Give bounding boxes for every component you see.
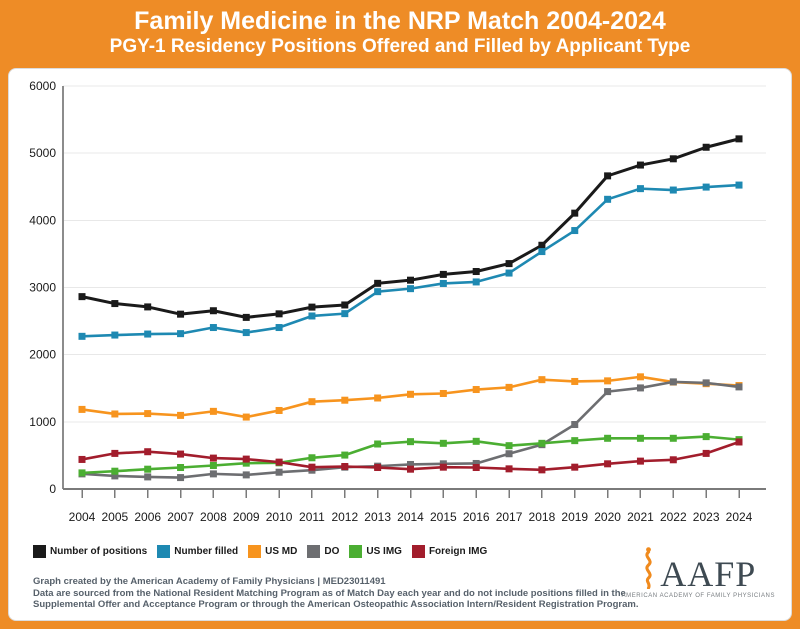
svg-text:2019: 2019 — [561, 510, 588, 524]
svg-text:2023: 2023 — [693, 510, 720, 524]
svg-text:2006: 2006 — [134, 510, 161, 524]
svg-text:2015: 2015 — [430, 510, 457, 524]
legend-label: US IMG — [366, 546, 402, 557]
svg-text:2010: 2010 — [266, 510, 293, 524]
svg-text:2014: 2014 — [397, 510, 424, 524]
svg-text:2005: 2005 — [101, 510, 128, 524]
caduceus-icon — [645, 547, 652, 589]
footer-source-line-1: Data are sourced from the National Resid… — [33, 587, 626, 599]
legend-label: US MD — [265, 546, 298, 557]
legend-label: Number filled — [174, 546, 239, 557]
svg-text:2009: 2009 — [233, 510, 260, 524]
legend-label: Foreign IMG — [428, 546, 488, 557]
svg-text:1000: 1000 — [29, 415, 56, 429]
number-filled-swatch-icon — [157, 545, 171, 558]
legend-item-foreign-img: Foreign IMG — [411, 545, 488, 558]
foreign-img-swatch-icon — [411, 545, 425, 558]
svg-text:2007: 2007 — [167, 510, 194, 524]
series-foreign-img — [78, 438, 743, 474]
legend-item-us-img: US IMG — [349, 545, 402, 558]
page-subtitle: PGY-1 Residency Positions Offered and Fi… — [109, 36, 691, 57]
footer-notes: Graph created by the American Academy of… — [33, 576, 638, 611]
aafp-logo: AAFP AMERICAN ACADEMY OF FAMILY PHYSICIA… — [622, 547, 775, 599]
footer-source-line-2: Supplemental Offer and Acceptance Progra… — [33, 599, 639, 610]
svg-text:2013: 2013 — [364, 510, 391, 524]
svg-text:2024: 2024 — [726, 510, 753, 524]
gridlines — [63, 85, 766, 423]
aafp-caption: AMERICAN ACADEMY OF FAMILY PHYSICIANS — [621, 593, 775, 599]
svg-text:4000: 4000 — [29, 213, 56, 227]
axes — [62, 86, 766, 498]
x-axis-tick-labels: 2004 2005 2006 2007 2008 2009 2010 2011 2012 2013… — [69, 510, 753, 524]
page-title: Family Medicine in the NRP Match 2004-20… — [134, 7, 666, 35]
do-swatch-icon — [307, 545, 321, 558]
svg-text:2008: 2008 — [200, 510, 227, 524]
svg-text:3000: 3000 — [29, 281, 56, 295]
us-md-swatch-icon — [248, 545, 262, 558]
header-banner: Family Medicine in the NRP Match 2004-20… — [0, 0, 800, 68]
svg-text:2021: 2021 — [627, 510, 654, 524]
svg-text:2004: 2004 — [69, 510, 96, 524]
svg-text:2017: 2017 — [496, 510, 523, 524]
y-axis-tick-labels: 0 1000 2000 3000 4000 5000 6000 — [29, 79, 56, 496]
legend-label: Number of positions — [50, 546, 148, 557]
svg-text:2020: 2020 — [594, 510, 621, 524]
legend-item-do: DO — [307, 545, 339, 558]
series-number-of-positions — [78, 135, 743, 321]
svg-text:2011: 2011 — [299, 510, 325, 524]
series-number-filled — [78, 181, 743, 340]
series-us-md — [78, 373, 743, 421]
legend-item-us-md: US MD — [248, 545, 297, 558]
chart-card: 0 1000 2000 3000 4000 5000 6000 2004 2005 2006 200… — [8, 68, 792, 621]
svg-text:2012: 2012 — [331, 510, 358, 524]
svg-text:0: 0 — [49, 482, 56, 496]
svg-text:2016: 2016 — [463, 510, 490, 524]
svg-text:2000: 2000 — [29, 348, 56, 362]
legend-item-number-of-positions: Number of positions — [33, 545, 147, 558]
svg-text:6000: 6000 — [29, 79, 56, 93]
aafp-wordmark: AAFP — [660, 554, 757, 594]
svg-text:2018: 2018 — [529, 510, 556, 524]
svg-text:5000: 5000 — [29, 146, 56, 160]
footer-credit-line: Graph created by the American Academy of… — [33, 576, 386, 587]
legend-item-number-filled: Number filled — [157, 545, 238, 558]
number-of-positions-swatch-icon — [33, 545, 46, 558]
legend-label: DO — [324, 546, 340, 557]
svg-text:2022: 2022 — [660, 510, 687, 524]
chart-legend: Number of positions Number filled US MD DO U… — [33, 545, 487, 558]
us-img-swatch-icon — [349, 545, 363, 558]
